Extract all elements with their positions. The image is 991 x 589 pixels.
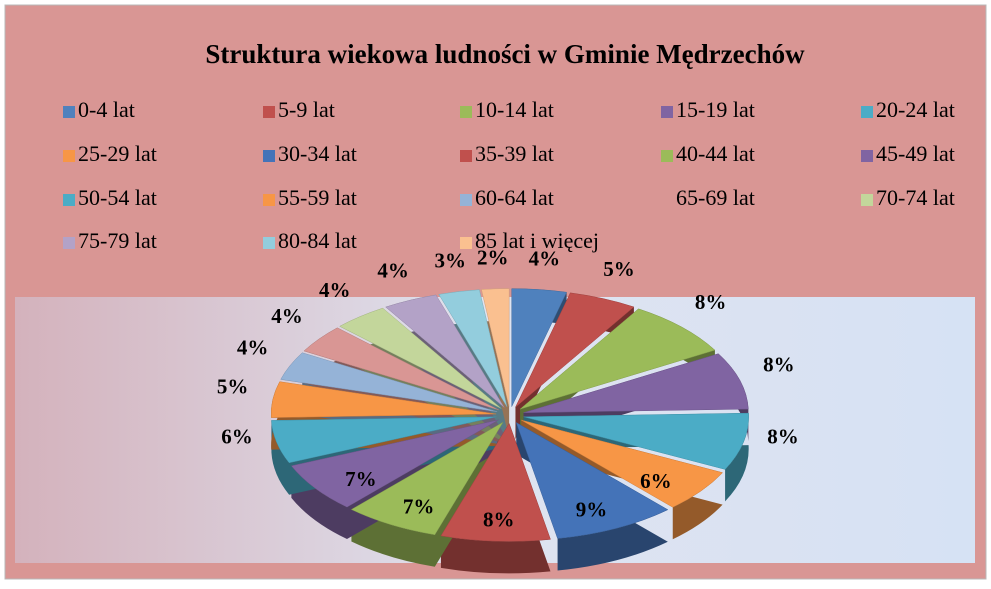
legend-swatch [63, 150, 75, 162]
slice [523, 353, 749, 413]
data-label: 4% [271, 304, 303, 328]
data-label: 9% [576, 498, 608, 522]
data-label: 5% [217, 375, 249, 399]
legend-swatch [861, 150, 873, 162]
slice-side [351, 422, 503, 567]
legend-label: 75-79 lat [78, 228, 157, 253]
legend-swatch [460, 150, 472, 162]
slice [511, 288, 567, 407]
legend-swatch [63, 237, 75, 249]
legend-label: 45-49 lat [876, 141, 955, 166]
legend-label: 55-59 lat [278, 185, 357, 210]
data-label: 3% [434, 249, 466, 273]
legend-label: 50-54 lat [78, 185, 157, 210]
legend-label: 0-4 lat [78, 97, 135, 122]
slice [339, 307, 502, 409]
data-label: 2% [477, 245, 509, 269]
legend-label: 10-14 lat [475, 97, 554, 122]
legend-label: 35-39 lat [475, 141, 554, 166]
slice [271, 416, 497, 464]
legend-label: 25-29 lat [78, 141, 157, 166]
chart-title: Struktura wiekowa ludności w Gminie Mędr… [205, 39, 805, 69]
legend-label: 85 lat i więcej [475, 228, 599, 253]
legend-label: 80-84 lat [278, 228, 357, 253]
legend-swatch [460, 106, 472, 118]
data-label: 5% [603, 257, 635, 281]
legend-label: 30-34 lat [278, 141, 357, 166]
legend-label: 5-9 lat [278, 97, 335, 122]
slice [385, 294, 505, 408]
data-label: 7% [403, 495, 435, 519]
data-label: 7% [345, 467, 377, 491]
data-label: 8% [763, 352, 795, 376]
legend-swatch [63, 194, 75, 206]
slice [280, 352, 498, 412]
slice [481, 288, 510, 407]
slice [515, 292, 635, 408]
legend-swatch [460, 237, 472, 249]
legend-label: 60-64 lat [475, 185, 554, 210]
slice [440, 422, 551, 542]
data-label: 8% [695, 290, 727, 314]
slice [290, 419, 499, 508]
legend-swatch [263, 237, 275, 249]
slice [521, 419, 724, 508]
data-label: 8% [483, 508, 515, 532]
slice-side [521, 420, 723, 540]
legend-swatch [263, 150, 275, 162]
legend-swatch [661, 106, 673, 118]
legend-swatch [661, 194, 673, 206]
legend-label: 40-44 lat [676, 141, 755, 166]
slice [519, 308, 716, 410]
slice [515, 421, 669, 539]
legend-swatch [861, 106, 873, 118]
data-label: 4% [377, 259, 409, 283]
legend-swatch [661, 150, 673, 162]
data-label: 8% [767, 424, 799, 448]
legend-swatch [63, 106, 75, 118]
slice [350, 422, 504, 535]
legend-label: 20-24 lat [876, 97, 955, 122]
data-label: 6% [640, 469, 672, 493]
slice [303, 327, 499, 411]
legend-label: 15-19 lat [676, 97, 755, 122]
legend-swatch [263, 194, 275, 206]
data-label: 4% [237, 335, 269, 359]
legend-label: 65-69 lat [676, 185, 755, 210]
legend-swatch [263, 106, 275, 118]
data-label: 4% [529, 246, 561, 270]
slice [270, 381, 497, 418]
data-label: 6% [221, 424, 253, 448]
legend-label: 70-74 lat [876, 185, 955, 210]
legend-swatch [460, 194, 472, 206]
slice [523, 412, 749, 470]
slice [438, 289, 508, 407]
legend-swatch [861, 194, 873, 206]
data-label: 4% [319, 278, 351, 302]
